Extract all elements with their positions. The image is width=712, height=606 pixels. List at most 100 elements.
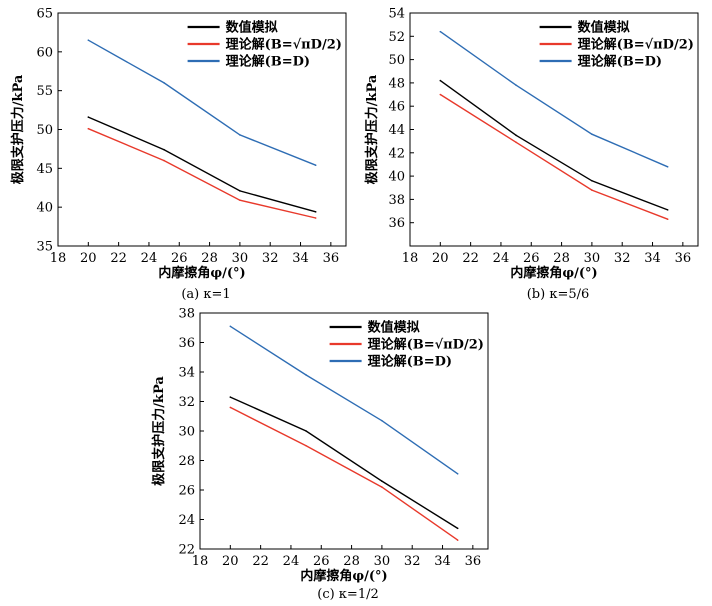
data-point bbox=[381, 419, 383, 422]
data-point bbox=[515, 141, 517, 144]
legend-entry-2: 理论解(B=√πD/2) bbox=[578, 37, 694, 53]
y-tick-label: 55 bbox=[36, 84, 53, 99]
data-point bbox=[456, 472, 459, 475]
y-tick-label: 32 bbox=[178, 395, 195, 410]
x-tick-label: 18 bbox=[50, 251, 67, 266]
y-tick-label: 54 bbox=[388, 7, 405, 22]
x-tick-label: 34 bbox=[434, 554, 451, 569]
legend-entry-1: 数值模拟 bbox=[226, 20, 278, 36]
x-tick-label: 22 bbox=[252, 554, 269, 569]
panel-caption: (a) κ=1 bbox=[181, 287, 230, 302]
series-line-1 bbox=[439, 80, 668, 211]
series-line-2 bbox=[88, 128, 316, 219]
legend-entry-3: 理论解(B=D) bbox=[578, 54, 662, 70]
x-tick-label: 26 bbox=[171, 251, 188, 266]
data-point bbox=[591, 189, 593, 191]
y-tick-label: 50 bbox=[36, 123, 53, 138]
data-point bbox=[591, 179, 593, 182]
x-tick-label: 24 bbox=[141, 251, 158, 266]
x-tick-label: 28 bbox=[201, 251, 218, 266]
data-point bbox=[439, 93, 442, 96]
x-tick-label: 36 bbox=[465, 554, 482, 569]
legend-entry-1: 数值模拟 bbox=[368, 320, 420, 336]
data-point bbox=[314, 217, 317, 219]
y-tick-label: 42 bbox=[388, 146, 405, 161]
x-tick-label: 30 bbox=[374, 554, 391, 569]
y-tick-label: 65 bbox=[36, 7, 53, 22]
y-tick-label: 50 bbox=[388, 53, 405, 68]
chart-panel-b: 18 20 22 24 26 28 30 32 34 36 36 38 40 42 44 46 48 50 52 54… bbox=[364, 7, 699, 302]
data-point bbox=[381, 480, 383, 482]
y-tick-label: 40 bbox=[36, 201, 53, 216]
chart-panel-c: 18 20 22 24 26 28 30 32 34 36 22 24 26 28 30 32 34 36 38 内摩… bbox=[151, 307, 489, 602]
data-point bbox=[239, 190, 241, 192]
data-point bbox=[456, 539, 459, 541]
y-tick-label: 24 bbox=[178, 513, 195, 528]
y-tick-label: 40 bbox=[388, 170, 405, 185]
x-tick-label: 20 bbox=[222, 554, 239, 569]
series-line-1 bbox=[230, 396, 459, 529]
x-tick-label: 20 bbox=[80, 251, 97, 266]
data-point bbox=[239, 134, 241, 136]
panel-caption: (c) κ=1/2 bbox=[317, 587, 379, 602]
x-tick-label: 24 bbox=[283, 554, 300, 569]
x-tick-label: 20 bbox=[432, 251, 449, 266]
legend-entry-2: 理论解(B=√πD/2) bbox=[226, 37, 342, 53]
y-axis-label: 极限支护压力/kPa bbox=[151, 376, 167, 486]
y-tick-label: 60 bbox=[36, 45, 53, 60]
data-point bbox=[666, 165, 669, 168]
data-point bbox=[305, 430, 307, 432]
series-line-3 bbox=[229, 325, 459, 475]
y-axis-label: 极限支护压力/kPa bbox=[364, 74, 380, 184]
data-point bbox=[87, 127, 90, 130]
data-point bbox=[163, 159, 165, 162]
data-point bbox=[305, 444, 307, 447]
x-tick-label: 28 bbox=[553, 251, 570, 266]
x-tick-label: 34 bbox=[644, 251, 661, 266]
x-tick-label: 24 bbox=[493, 251, 510, 266]
data-point bbox=[87, 39, 90, 41]
series-line-3 bbox=[87, 39, 316, 166]
legend-entry-1: 数值模拟 bbox=[578, 20, 630, 36]
y-tick-label: 34 bbox=[178, 366, 195, 381]
data-point bbox=[239, 199, 241, 201]
data-point bbox=[515, 84, 517, 87]
legend-entry-3: 理论解(B=D) bbox=[368, 354, 452, 370]
data-point bbox=[229, 406, 232, 409]
x-axis-label: 内摩擦角φ/(°) bbox=[300, 568, 387, 584]
series-line-1 bbox=[88, 116, 316, 213]
y-tick-label: 28 bbox=[178, 454, 195, 469]
x-axis-label: 内摩擦角φ/(°) bbox=[510, 265, 597, 281]
x-tick-label: 28 bbox=[343, 554, 360, 569]
y-tick-label: 52 bbox=[388, 30, 405, 45]
data-point bbox=[314, 211, 317, 213]
data-point bbox=[163, 82, 165, 84]
series-line-2 bbox=[439, 93, 668, 220]
y-tick-label: 36 bbox=[178, 336, 195, 351]
y-tick-label: 30 bbox=[178, 425, 195, 440]
data-point bbox=[87, 116, 90, 118]
x-tick-label: 32 bbox=[262, 251, 279, 266]
legend-entry-3: 理论解(B=D) bbox=[226, 54, 310, 70]
x-tick-label: 36 bbox=[675, 251, 692, 266]
y-tick-label: 36 bbox=[388, 216, 405, 231]
data-point bbox=[305, 374, 307, 376]
y-axis-label: 极限支护压力/kPa bbox=[10, 74, 26, 184]
data-point bbox=[591, 133, 593, 135]
legend-entry-2: 理论解(B=√πD/2) bbox=[368, 337, 484, 353]
y-tick-label: 26 bbox=[178, 484, 195, 499]
x-tick-label: 30 bbox=[584, 251, 601, 266]
x-tick-label: 22 bbox=[110, 251, 127, 266]
data-point bbox=[666, 209, 669, 211]
x-tick-label: 30 bbox=[232, 251, 249, 266]
x-tick-label: 32 bbox=[614, 251, 631, 266]
panel-caption: (b) κ=5/6 bbox=[527, 287, 590, 302]
data-point bbox=[381, 486, 383, 488]
x-tick-label: 32 bbox=[404, 554, 421, 569]
y-tick-label: 38 bbox=[178, 307, 195, 322]
x-tick-label: 36 bbox=[323, 251, 340, 266]
y-tick-label: 46 bbox=[388, 100, 405, 115]
x-tick-label: 26 bbox=[313, 554, 330, 569]
y-tick-label: 35 bbox=[36, 240, 53, 255]
data-point bbox=[229, 396, 232, 398]
